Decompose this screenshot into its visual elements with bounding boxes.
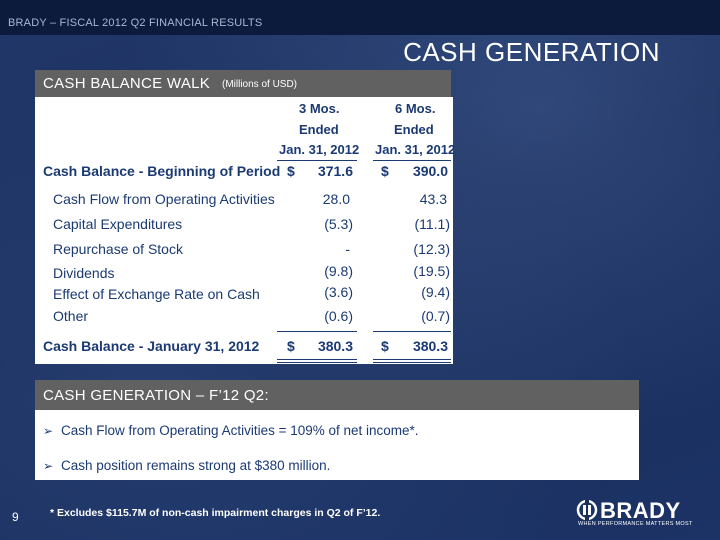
footnote: * Excludes $115.7M of non-cash impairmen… bbox=[50, 507, 381, 519]
col2-total-rule bbox=[373, 331, 451, 332]
arrow-bullet-icon: ➢ bbox=[43, 459, 54, 473]
table-row: Cash Balance - Beginning of Period $ 371… bbox=[35, 163, 453, 183]
row-value-3mos: (9.8) bbox=[324, 263, 353, 279]
table-row: Cash Flow from Operating Activities 28.0… bbox=[35, 191, 453, 211]
cash-walk-table: 3 Mos. 6 Mos. Ended Ended Jan. 31, 2012 … bbox=[35, 97, 456, 364]
cash-walk-header: CASH BALANCE WALK (Millions of USD) bbox=[35, 70, 451, 97]
col1-total-rule bbox=[277, 331, 357, 332]
table-row: Other (0.6) (0.7) bbox=[35, 308, 453, 328]
row-value-6mos: (19.5) bbox=[413, 263, 450, 279]
column-header-row: 3 Mos. 6 Mos. bbox=[35, 101, 453, 121]
table-row: Effect of Exchange Rate on Cash (3.6) (9… bbox=[35, 284, 453, 304]
cash-walk-units: (Millions of USD) bbox=[222, 79, 298, 90]
row-label: Cash Balance - Beginning of Period bbox=[43, 163, 281, 179]
arrow-bullet-icon: ➢ bbox=[43, 424, 54, 438]
row-value-3mos: 380.3 bbox=[317, 338, 353, 354]
row-value-3mos: 28.0 bbox=[322, 191, 350, 207]
cash-generation-body: ➢ Cash Flow from Operating Activities = 1… bbox=[35, 410, 639, 480]
row-label: Cash Flow from Operating Activities bbox=[53, 191, 275, 207]
bullet-item: ➢ Cash Flow from Operating Activities = 1… bbox=[43, 423, 419, 438]
row-value-6mos: (9.4) bbox=[421, 284, 450, 300]
currency-symbol: $ bbox=[287, 338, 295, 354]
row-value-3mos: (5.3) bbox=[324, 216, 353, 232]
col1-double-rule bbox=[277, 362, 357, 363]
col1-double-rule bbox=[277, 359, 357, 360]
col2-header-line3: Jan. 31, 2012 bbox=[375, 142, 456, 157]
bullet-item: ➢ Cash position remains strong at $380 mi… bbox=[43, 458, 330, 473]
row-value-6mos: 43.3 bbox=[419, 191, 447, 207]
row-value-6mos: (11.1) bbox=[414, 216, 450, 232]
row-value-6mos: 380.3 bbox=[412, 338, 448, 354]
row-label: Other bbox=[53, 308, 89, 324]
row-value-3mos: (3.6) bbox=[324, 284, 353, 300]
bullet-text: Cash position remains strong at $380 mil… bbox=[61, 458, 331, 473]
col2-double-rule bbox=[373, 359, 451, 360]
currency-symbol: $ bbox=[381, 338, 389, 354]
row-label: Capital Expenditures bbox=[53, 216, 183, 232]
cash-generation-heading: CASH GENERATION – F’12 Q2: bbox=[43, 387, 269, 404]
row-value-3mos: 371.6 bbox=[317, 163, 353, 179]
table-row: Dividends (9.8) (19.5) bbox=[35, 263, 453, 283]
column-header-row: Ended Ended bbox=[35, 122, 453, 142]
table-row: Capital Expenditures (5.3) (11.1) bbox=[35, 216, 453, 236]
page-number: 9 bbox=[12, 510, 19, 524]
table-row: Cash Balance - January 31, 2012 $ 380.3 … bbox=[35, 338, 453, 358]
header-label: BRADY – FISCAL 2012 Q2 FINANCIAL RESULTS bbox=[8, 17, 263, 29]
slide-title: CASH GENERATION bbox=[403, 37, 660, 67]
bullet-text: Cash Flow from Operating Activities = 10… bbox=[61, 423, 419, 438]
row-value-6mos: 390.0 bbox=[412, 163, 448, 179]
cash-walk-heading: CASH BALANCE WALK bbox=[43, 75, 211, 92]
currency-symbol: $ bbox=[381, 163, 389, 179]
row-label: Dividends bbox=[53, 265, 115, 281]
col2-header-rule bbox=[373, 160, 451, 161]
brady-logo-icon bbox=[576, 500, 598, 520]
cash-generation-header: CASH GENERATION – F’12 Q2: bbox=[35, 380, 639, 410]
row-label: Effect of Exchange Rate on Cash bbox=[53, 286, 260, 302]
row-value-6mos: (12.3) bbox=[413, 241, 450, 257]
row-label: Repurchase of Stock bbox=[53, 241, 183, 257]
header-bar: BRADY – FISCAL 2012 Q2 FINANCIAL RESULTS bbox=[0, 0, 720, 35]
row-label: Cash Balance - January 31, 2012 bbox=[43, 338, 260, 354]
col1-header-line2: Ended bbox=[299, 122, 339, 137]
col2-header-line2: Ended bbox=[394, 122, 434, 137]
col2-header-line1: 6 Mos. bbox=[395, 101, 436, 116]
col1-header-line1: 3 Mos. bbox=[299, 101, 340, 116]
logo-tagline: WHEN PERFORMANCE MATTERS MOST bbox=[578, 521, 693, 527]
row-value-6mos: (0.7) bbox=[421, 308, 450, 324]
brady-logo: BRADY WHEN PERFORMANCE MATTERS MOST bbox=[576, 498, 692, 530]
row-value-3mos: (0.6) bbox=[324, 308, 353, 324]
currency-symbol: $ bbox=[287, 163, 295, 179]
col1-header-rule bbox=[277, 160, 357, 161]
table-row: Repurchase of Stock - (12.3) bbox=[35, 241, 453, 261]
col2-double-rule bbox=[373, 362, 451, 363]
row-value-3mos: - bbox=[345, 241, 350, 257]
logo-name: BRADY bbox=[600, 498, 681, 523]
column-header-row: Jan. 31, 2012 Jan. 31, 2012 bbox=[35, 142, 456, 162]
col1-header-line3: Jan. 31, 2012 bbox=[279, 142, 360, 157]
